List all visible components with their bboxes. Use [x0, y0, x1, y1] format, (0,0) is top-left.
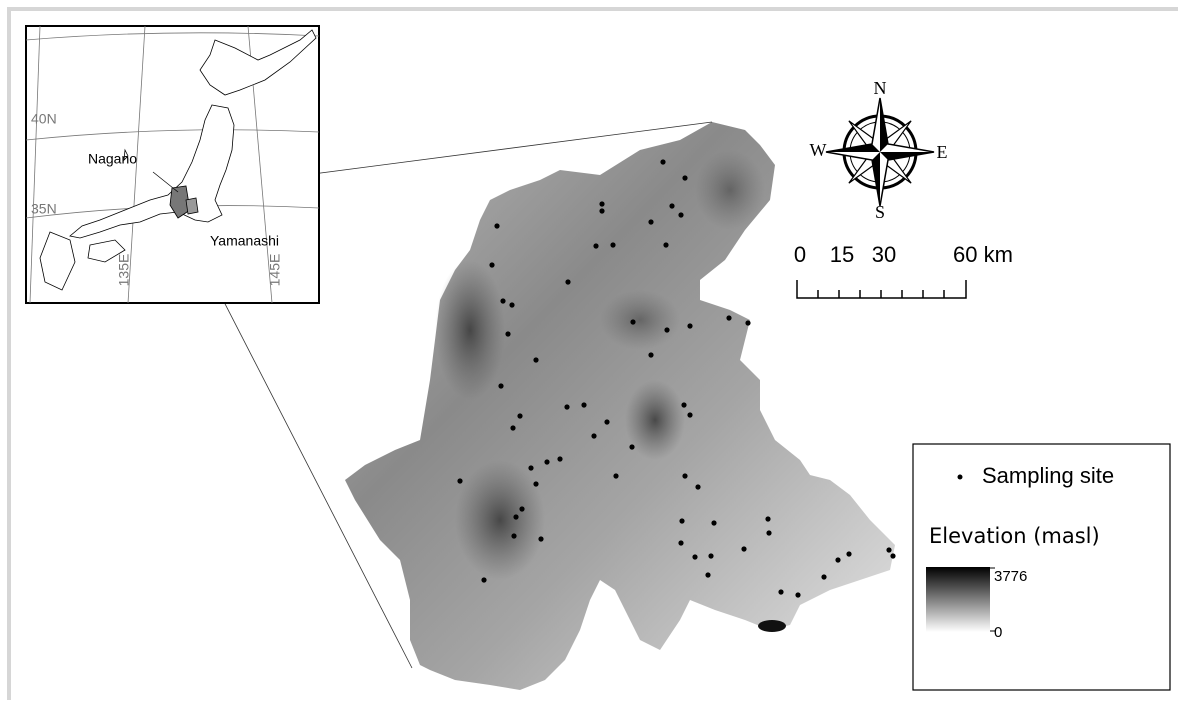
compass-rose: N S E W — [810, 78, 948, 222]
legend-label: Sampling site — [982, 463, 1114, 488]
sampling-site — [489, 262, 495, 268]
sampling-site — [705, 572, 711, 578]
sampling-site — [630, 319, 636, 325]
sampling-site — [664, 327, 670, 333]
elevation-map — [345, 122, 895, 690]
nagano-highlight — [169, 185, 191, 219]
sampling-site — [687, 412, 693, 418]
sampling-site — [678, 540, 684, 546]
sampling-sites — [457, 159, 896, 598]
sampling-site — [711, 520, 717, 526]
sampling-site — [599, 201, 605, 207]
sampling-site — [681, 402, 687, 408]
prefecture-label: Nagano — [88, 151, 137, 167]
scale-label: 0 — [794, 242, 806, 267]
legend: Sampling site Elevation (masl) 3776 0 — [912, 443, 1171, 691]
latitude-label: 35N — [31, 201, 57, 217]
sampling-site — [581, 402, 587, 408]
sampling-site — [682, 473, 688, 479]
compass-label: N — [874, 78, 887, 98]
legend-title: Elevation (masl) — [929, 524, 1100, 548]
scale-label: 30 — [872, 242, 896, 267]
sampling-site — [669, 203, 675, 209]
sampling-site — [457, 478, 463, 484]
sampling-site — [519, 506, 525, 512]
scale-label: 60 km — [953, 242, 1013, 267]
elevation-max: 3776 — [994, 568, 1027, 585]
sampling-site — [795, 592, 801, 598]
compass-label: W — [810, 140, 827, 160]
inset-map: 40N 35N 135E 145E Nagano Yamanashi — [25, 25, 320, 304]
sampling-site — [766, 530, 772, 536]
sampling-site — [505, 331, 511, 337]
sampling-site — [538, 536, 544, 542]
sampling-site — [687, 323, 693, 329]
longitude-label: 145E — [267, 254, 283, 287]
sampling-site — [565, 279, 571, 285]
sampling-site — [481, 577, 487, 583]
legend-marker — [957, 474, 963, 480]
sampling-site — [533, 481, 539, 487]
sampling-site — [500, 298, 506, 304]
sampling-site — [599, 208, 605, 214]
sampling-site — [663, 242, 669, 248]
sampling-site — [544, 459, 550, 465]
sampling-site — [528, 465, 534, 471]
sampling-site — [513, 514, 519, 520]
sampling-site — [835, 557, 841, 563]
longitude-label: 135E — [116, 254, 132, 287]
sampling-site — [890, 553, 896, 559]
sampling-site — [692, 554, 698, 560]
sampling-site — [679, 518, 685, 524]
compass-label: E — [937, 142, 948, 162]
sampling-site — [778, 589, 784, 595]
latitude-label: 40N — [31, 111, 57, 127]
sampling-site — [613, 473, 619, 479]
sampling-site — [886, 547, 892, 553]
sampling-site — [708, 553, 714, 559]
compass-label: S — [875, 202, 885, 222]
sampling-site — [660, 159, 666, 165]
sampling-site — [648, 352, 654, 358]
frame — [7, 7, 1178, 700]
sampling-site — [678, 212, 684, 218]
sampling-site — [533, 357, 539, 363]
sampling-site — [517, 413, 523, 419]
sampling-site — [604, 419, 610, 425]
sampling-site — [629, 444, 635, 450]
sampling-site — [846, 551, 852, 557]
elevation-min: 0 — [994, 624, 1002, 641]
sampling-site — [509, 302, 515, 308]
yamanashi-highlight — [185, 197, 199, 215]
sampling-site — [821, 574, 827, 580]
prefecture-label: Yamanashi — [210, 233, 279, 249]
sampling-site — [726, 315, 732, 321]
sampling-site — [745, 320, 751, 326]
elevation-ramp — [926, 567, 990, 632]
sampling-site — [741, 546, 747, 552]
sampling-site — [498, 383, 504, 389]
sampling-site — [682, 175, 688, 181]
sampling-site — [511, 533, 517, 539]
sampling-site — [564, 404, 570, 410]
sampling-site — [591, 433, 597, 439]
sampling-site — [648, 219, 654, 225]
sampling-site — [494, 223, 500, 229]
sampling-site — [610, 242, 616, 248]
scale-label: 15 — [830, 242, 854, 267]
sampling-site — [510, 425, 516, 431]
sampling-site — [695, 484, 701, 490]
sampling-site — [593, 243, 599, 249]
sampling-site — [765, 516, 771, 522]
scale-bar: 0 15 30 60 km — [794, 242, 1013, 299]
sampling-site — [557, 456, 563, 462]
